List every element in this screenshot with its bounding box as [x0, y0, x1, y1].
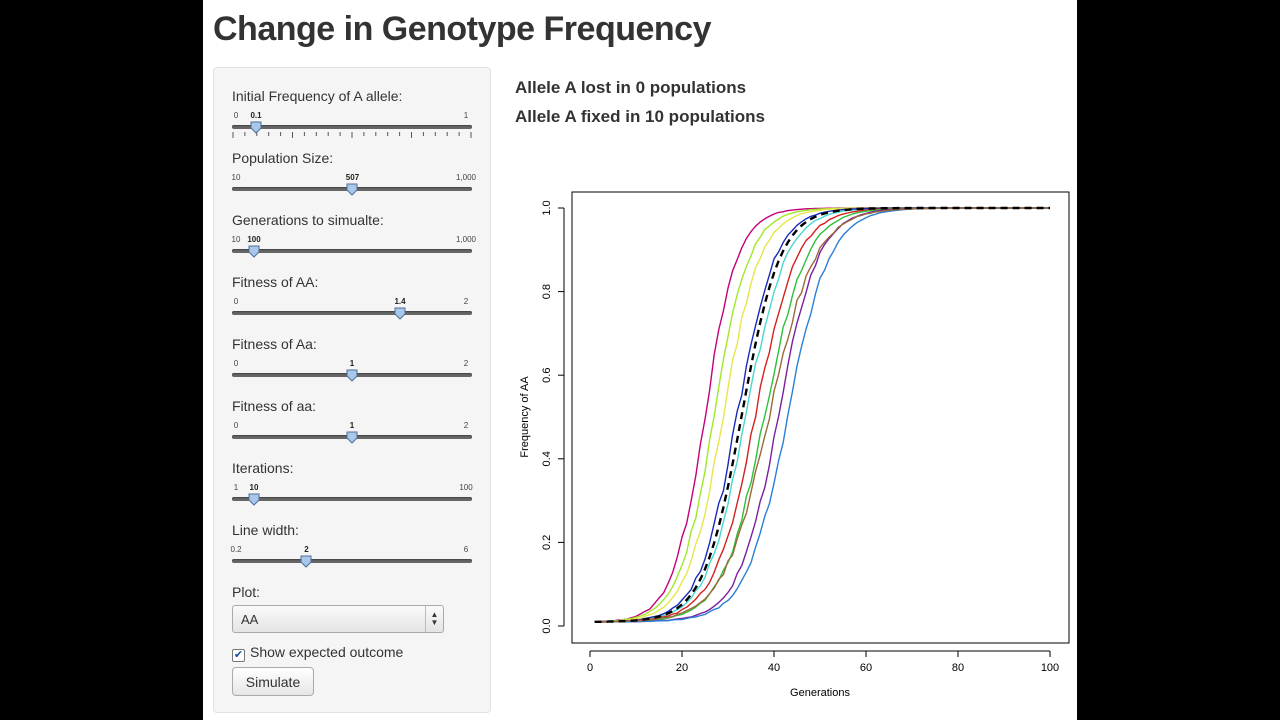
slider-control: Fitness of aa: 0 2 1	[232, 398, 474, 453]
slider-min-label: 10	[231, 173, 241, 182]
slider-control: Iterations: 1 100 10	[232, 460, 474, 515]
show-expected-checkbox[interactable]: ✔ Show expected outcome	[232, 644, 403, 662]
slider-value-label: 100	[247, 235, 261, 244]
slider-max-label: 1,000	[455, 173, 477, 182]
slider-max-label: 2	[463, 297, 469, 306]
show-expected-label: Show expected outcome	[250, 644, 404, 660]
slider-track[interactable]	[232, 311, 472, 315]
x-tick-label: 100	[1041, 662, 1059, 674]
slider-track[interactable]	[232, 559, 472, 563]
slider-max-label: 2	[463, 421, 469, 430]
app-page: Change in Genotype Frequency Line width:…	[203, 0, 1077, 720]
simulate-button[interactable]: Simulate	[232, 667, 314, 696]
frequency-chart: 0 20 40 60 80 100 0.0 0.2 0.4 0.6 0.8 1.0 Generation…	[519, 191, 1070, 699]
slider-control: Population Size: 10 1,000 507	[231, 150, 477, 205]
plot-select[interactable]: AA ▲ ▼	[232, 605, 444, 633]
slider-max-label: 100	[459, 483, 473, 492]
slider-control: Fitness of Aa: 0 2 1	[232, 336, 474, 391]
slider-track[interactable]	[232, 125, 472, 129]
y-tick-label: 0.4	[541, 451, 553, 466]
slider-label: Line width:	[232, 522, 299, 538]
slider-value-label: 1	[349, 359, 355, 368]
plot-select-label: Plot:	[232, 584, 261, 600]
x-tick-label: 40	[768, 662, 780, 674]
x-axis-label: Generations	[790, 687, 850, 699]
y-tick-label: 0.6	[541, 368, 553, 383]
status-lost: Allele A lost in 0 populations	[515, 78, 747, 97]
slider-min-label: 0	[233, 111, 239, 120]
y-axis-label: Frequency of AA	[519, 376, 531, 458]
slider-handle[interactable]	[346, 431, 358, 444]
slider-handle[interactable]	[346, 183, 358, 196]
slider-min-label: 10	[231, 235, 241, 244]
slider-min-label: 0.2	[230, 545, 242, 554]
slider-handle[interactable]	[248, 493, 260, 506]
slider-handle[interactable]	[394, 307, 406, 320]
slider-min-label: 0	[233, 421, 239, 430]
x-tick-label: 80	[952, 662, 964, 674]
slider-min-label: 0	[233, 359, 239, 368]
slider-control: Initial Frequency of A allele: 0 1 0.1	[232, 88, 474, 143]
select-arrows-icon: ▲ ▼	[425, 606, 443, 632]
slider-label: Population Size:	[232, 150, 334, 166]
checkbox-icon[interactable]: ✔	[232, 649, 245, 662]
slider-ticks	[232, 132, 472, 138]
slider-label: Fitness of AA:	[232, 274, 319, 290]
slider-label: Initial Frequency of A allele:	[232, 88, 403, 104]
slider-value-label: 2	[304, 545, 309, 554]
slider-min-label: 1	[233, 483, 239, 492]
page-title: Change in Genotype Frequency	[213, 10, 711, 48]
series-line	[594, 207, 1050, 623]
slider-label: Fitness of Aa:	[232, 336, 317, 352]
y-tick-label: 1.0	[541, 200, 553, 215]
slider-max-label: 6	[463, 545, 469, 554]
slider-control: Fitness of AA: 0 2 1.4	[232, 274, 474, 329]
slider-value-label: 507	[345, 173, 360, 182]
plot-select-value: AA	[241, 612, 259, 627]
slider-track[interactable]	[232, 249, 472, 253]
slider-value-label: 0.1	[250, 111, 262, 120]
slider-handle[interactable]	[300, 555, 312, 568]
slider-control: Line width: 0.2 6 2	[230, 522, 474, 577]
slider-min-label: 0	[233, 297, 239, 306]
slider-track[interactable]	[232, 497, 472, 501]
slider-handle[interactable]	[248, 245, 260, 258]
y-tick-label: 0.2	[541, 535, 553, 550]
slider-label: Fitness of aa:	[232, 398, 317, 414]
slider-value-label: 1.4	[394, 297, 406, 306]
x-tick-label: 20	[676, 662, 688, 674]
y-tick-label: 0.0	[541, 618, 553, 633]
slider-max-label: 1,000	[455, 235, 477, 244]
slider-label: Iterations:	[232, 460, 294, 476]
slider-label: Generations to simualte:	[232, 212, 384, 228]
plot-box	[571, 191, 1070, 644]
status-fixed: Allele A fixed in 10 populations	[515, 107, 766, 126]
slider-max-label: 2	[463, 359, 469, 368]
slider-value-label: 1	[349, 421, 355, 430]
slider-handle[interactable]	[250, 121, 262, 134]
slider-max-label: 1	[463, 111, 469, 120]
slider-value-label: 10	[249, 483, 259, 492]
sidebar-panel: Line width: 0.2 6 2 Iterations: 1 100 10 Fitness…	[213, 67, 491, 713]
slider-control: Generations to simualte: 10 1,000 100	[231, 212, 477, 267]
x-tick-label: 60	[860, 662, 872, 674]
expected-outcome-line	[594, 206, 1050, 623]
slider-handle[interactable]	[346, 369, 358, 382]
y-tick-label: 0.8	[541, 284, 553, 299]
x-tick-label: 0	[587, 662, 593, 674]
